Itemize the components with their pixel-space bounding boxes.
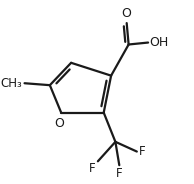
Text: F: F [116, 167, 123, 180]
Text: CH₃: CH₃ [1, 77, 23, 90]
Text: F: F [89, 162, 96, 175]
Text: O: O [122, 7, 132, 20]
Text: OH: OH [149, 36, 168, 49]
Text: O: O [54, 117, 64, 130]
Text: F: F [139, 145, 145, 158]
